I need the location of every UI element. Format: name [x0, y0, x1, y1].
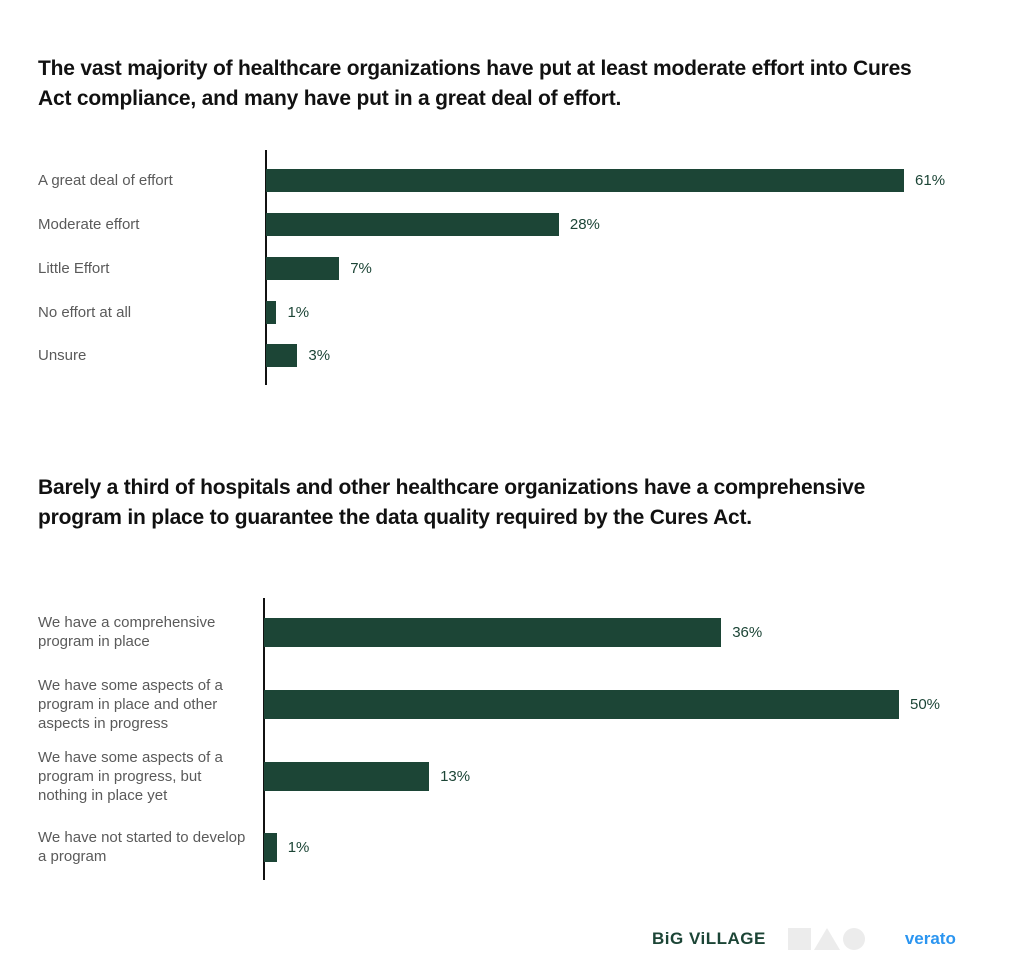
- category-label: A great deal of effort: [38, 171, 173, 189]
- bar: [264, 689, 899, 719]
- category-label: Moderate effort: [38, 215, 140, 233]
- data-label: 36%: [732, 624, 763, 641]
- y-axis-line: [265, 150, 267, 385]
- shapes-logo: [787, 928, 865, 950]
- verato-logo: verato: [904, 929, 956, 948]
- category-label: We have some aspects of a program in pla…: [38, 676, 223, 732]
- category-label: We have not started to develop a program: [38, 829, 246, 865]
- category-label: Little Effort: [38, 259, 110, 277]
- category-label: No effort at all: [38, 303, 132, 321]
- bar: [264, 832, 277, 862]
- category-label: We have a comprehensive program in place: [38, 614, 216, 650]
- data-label: 1%: [287, 304, 310, 321]
- category-label: Unsure: [38, 346, 87, 364]
- chart-2-title: Barely a third of hospitals and other he…: [38, 476, 866, 529]
- bar: [266, 212, 559, 236]
- data-label: 28%: [569, 216, 600, 233]
- bar: [266, 256, 340, 280]
- bar: [266, 300, 277, 324]
- data-label: 1%: [287, 839, 310, 856]
- bar: [264, 761, 430, 791]
- data-label: 3%: [308, 347, 331, 364]
- chart-1-title: The vast majority of healthcare organiza…: [38, 57, 912, 110]
- category-label: We have some aspects of a program in pro…: [38, 748, 223, 804]
- y-axis-line: [263, 598, 265, 880]
- data-label: 50%: [910, 696, 941, 713]
- bar: [264, 617, 722, 647]
- logos: BiG ViLLAGE verato: [652, 928, 956, 950]
- data-label: 13%: [440, 768, 471, 785]
- bar: [266, 168, 905, 192]
- big-village-logo: BiG ViLLAGE: [652, 929, 766, 948]
- data-label: 7%: [350, 260, 372, 277]
- bar: [266, 343, 298, 367]
- data-label: 61%: [915, 172, 946, 189]
